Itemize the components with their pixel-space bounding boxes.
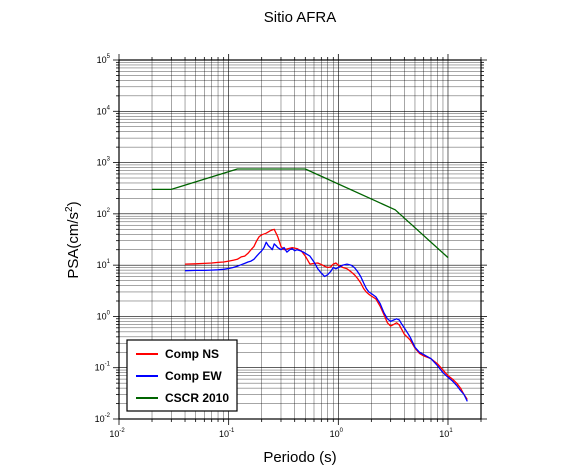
- legend-label-cscr-2010: CSCR 2010: [165, 391, 229, 405]
- x-tick-label: 10-2: [109, 428, 125, 439]
- y-axis-label-base: PSA(cm/s: [65, 212, 82, 279]
- legend-label-comp-ew: Comp EW: [165, 369, 222, 383]
- y-axis-label: PSA(cm/s2): [64, 201, 82, 278]
- y-tick-label: 104: [97, 105, 111, 116]
- x-tick-label: 10-1: [219, 428, 235, 439]
- y-tick-label: 100: [97, 310, 111, 321]
- y-tick-label: 105: [97, 54, 111, 65]
- y-tick-label: 10-2: [95, 413, 111, 424]
- legend-label-comp-ns: Comp NS: [165, 347, 219, 361]
- chart-title: Sitio AFRA: [264, 9, 337, 26]
- series-layer: [152, 168, 468, 402]
- legend: Comp NS Comp EW CSCR 2010: [126, 339, 238, 412]
- tick-labels: 10-2 10-1 100 101 10-2 10-1 100 101 102 103 104 105: [95, 54, 454, 439]
- y-axis-label-exponent: 2: [64, 206, 75, 212]
- x-tick-label: 101: [439, 428, 453, 439]
- series-line-cscr-2010: [152, 168, 449, 259]
- series-line-comp-ns: [184, 228, 468, 400]
- tick-marks: [113, 54, 487, 425]
- series-line-comp-ew: [184, 241, 468, 402]
- x-axis-label: Periodo (s): [263, 449, 336, 466]
- y-tick-label: 102: [97, 208, 111, 219]
- x-tick-label: 100: [330, 428, 344, 439]
- y-axis-label-close: ): [65, 201, 82, 206]
- y-tick-label: 103: [97, 157, 111, 168]
- plot-frame: [118, 59, 482, 420]
- y-tick-label: 10-1: [95, 362, 111, 373]
- grid: [118, 59, 482, 420]
- y-tick-label: 101: [97, 259, 111, 270]
